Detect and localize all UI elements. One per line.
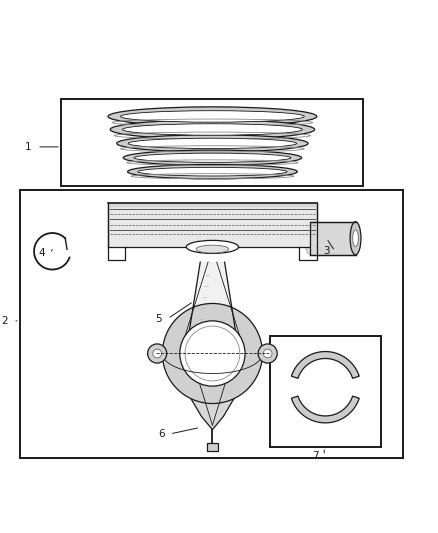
Text: 3: 3: [323, 246, 330, 256]
Text: 5: 5: [155, 314, 162, 324]
Ellipse shape: [138, 167, 287, 176]
Ellipse shape: [127, 165, 297, 179]
Circle shape: [148, 344, 167, 363]
Text: 7: 7: [312, 451, 319, 461]
Bar: [310, 222, 356, 255]
Polygon shape: [167, 358, 258, 430]
Ellipse shape: [353, 230, 358, 246]
Text: 1: 1: [25, 142, 32, 152]
Text: 6: 6: [158, 429, 164, 439]
Circle shape: [153, 349, 162, 358]
Ellipse shape: [117, 135, 308, 152]
Ellipse shape: [123, 150, 302, 165]
Circle shape: [258, 344, 277, 363]
Ellipse shape: [305, 222, 316, 255]
Circle shape: [180, 321, 245, 386]
Ellipse shape: [120, 111, 304, 122]
Circle shape: [263, 349, 272, 358]
Ellipse shape: [108, 107, 317, 126]
Ellipse shape: [123, 124, 302, 135]
Ellipse shape: [186, 240, 239, 254]
Ellipse shape: [134, 153, 291, 163]
Polygon shape: [291, 396, 359, 423]
Ellipse shape: [196, 245, 229, 253]
Ellipse shape: [350, 222, 361, 255]
Ellipse shape: [110, 120, 314, 139]
Bar: [108, 204, 317, 247]
Text: 4: 4: [38, 248, 45, 259]
Bar: [61, 99, 364, 186]
Bar: [20, 190, 403, 458]
Ellipse shape: [128, 138, 297, 149]
Bar: [270, 336, 381, 447]
Text: 2: 2: [1, 316, 8, 326]
Circle shape: [162, 303, 262, 403]
Bar: [207, 443, 218, 451]
Circle shape: [185, 326, 240, 381]
Polygon shape: [291, 352, 359, 378]
Polygon shape: [188, 262, 237, 336]
